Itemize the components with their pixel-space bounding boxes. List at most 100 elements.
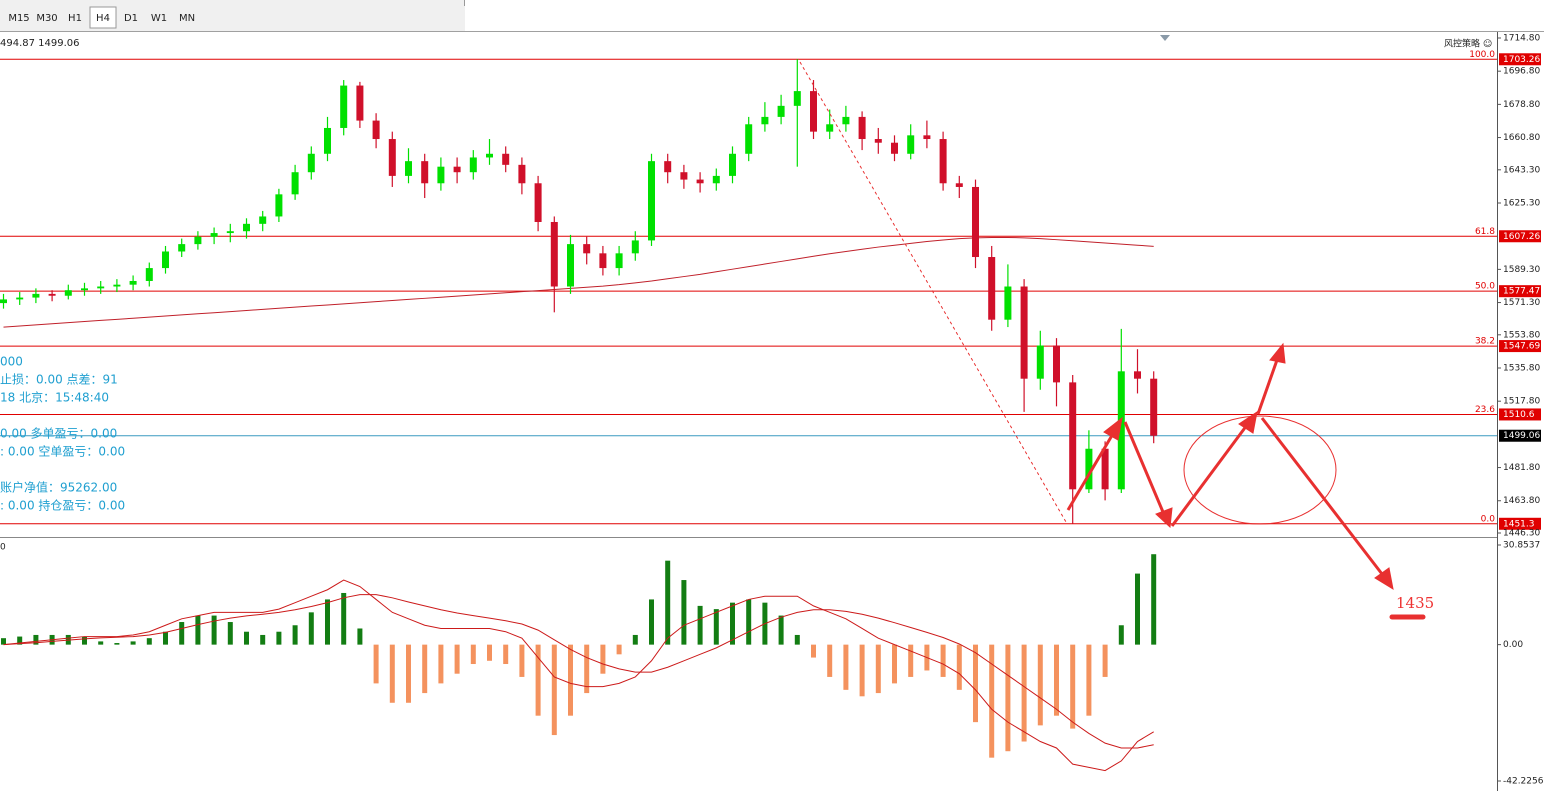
histogram-bar bbox=[827, 644, 833, 677]
candle-body bbox=[1069, 382, 1077, 490]
level-box bbox=[1499, 285, 1541, 298]
candle-body bbox=[32, 293, 40, 298]
histogram-bar bbox=[535, 644, 541, 716]
histogram-bar bbox=[260, 634, 266, 645]
timeframe-label[interactable]: M30 bbox=[36, 13, 57, 24]
histogram-bar bbox=[1086, 644, 1092, 716]
histogram-bar bbox=[422, 644, 428, 694]
histogram-bar bbox=[341, 592, 347, 645]
y-tick-label: 1625.30 bbox=[1503, 199, 1540, 209]
level-ratio: 23.6 bbox=[1475, 405, 1495, 415]
level-ratio: 50.0 bbox=[1475, 282, 1495, 292]
histogram-bar bbox=[82, 636, 87, 645]
info-line: 0.00 多单盈亏：0.00 bbox=[0, 427, 117, 441]
arrow-head bbox=[1155, 507, 1173, 529]
level-box bbox=[1499, 517, 1541, 530]
target-label: 1435 bbox=[1396, 594, 1434, 612]
arrow-head bbox=[1103, 416, 1123, 441]
level-ratio: 38.2 bbox=[1475, 337, 1495, 347]
quote: 494.87 1499.06 bbox=[0, 38, 80, 49]
candle-body bbox=[453, 166, 461, 173]
y-tick-label: 30.8537 bbox=[1503, 541, 1540, 551]
histogram-bar bbox=[649, 599, 654, 645]
histogram-bar bbox=[551, 644, 557, 736]
histogram-bar bbox=[1037, 644, 1043, 726]
candle-body bbox=[631, 240, 639, 254]
shift-marker bbox=[1160, 35, 1170, 41]
candle-body bbox=[405, 161, 412, 176]
timeframe-button[interactable] bbox=[89, 6, 117, 29]
histogram-bar bbox=[503, 644, 509, 665]
timeframe-label[interactable]: W1 bbox=[151, 13, 167, 24]
histogram-bar bbox=[616, 644, 622, 655]
candle-body bbox=[1150, 378, 1158, 436]
histogram-bar bbox=[584, 644, 590, 694]
histogram-bar bbox=[956, 644, 962, 690]
candle-body bbox=[259, 216, 267, 224]
candle-body bbox=[178, 244, 186, 252]
histogram-bar bbox=[908, 644, 914, 677]
price-panel: 1714.80 1696.80 1678.80 1660.80 1643.30 1625.… bbox=[0, 34, 1540, 539]
y-tick-label: 1481.80 bbox=[1503, 463, 1540, 473]
candle-body bbox=[712, 175, 720, 184]
arrow bbox=[1256, 359, 1279, 415]
candle-body bbox=[664, 161, 672, 173]
candle-body bbox=[194, 236, 202, 245]
candle-body bbox=[777, 105, 785, 117]
candle-body bbox=[1085, 448, 1093, 490]
candle-body bbox=[372, 120, 380, 140]
level-ratio: 0.0 bbox=[1481, 514, 1496, 524]
histogram-bar bbox=[973, 644, 978, 723]
histogram-bar bbox=[1151, 554, 1157, 645]
timeframe-label[interactable]: MN bbox=[179, 13, 195, 24]
candle-body bbox=[988, 257, 996, 320]
candle-body bbox=[340, 85, 348, 128]
candle-body bbox=[291, 172, 299, 195]
candle-body bbox=[275, 194, 283, 217]
y-tick-label: 1517.80 bbox=[1503, 397, 1540, 407]
timeframe-label[interactable]: M15 bbox=[8, 13, 29, 24]
candle-body bbox=[793, 91, 801, 106]
histogram-bar bbox=[292, 625, 298, 645]
timeframe-label[interactable]: H4 bbox=[96, 13, 110, 24]
histogram-bar bbox=[681, 580, 687, 645]
y-tick-label: 1589.30 bbox=[1503, 265, 1540, 275]
timeframe-label[interactable]: D1 bbox=[124, 13, 138, 24]
candle-body bbox=[64, 290, 72, 296]
macd-line bbox=[3, 579, 1154, 772]
histogram-bar bbox=[1102, 644, 1108, 677]
histogram-bar bbox=[227, 622, 233, 645]
histogram-bar bbox=[1070, 644, 1076, 729]
candle-body bbox=[939, 139, 947, 184]
y-tick-label: 0.00 bbox=[1503, 640, 1523, 650]
macd-panel: 30.8537 0.00 -42.2256 bbox=[1, 541, 1544, 787]
histogram-bar bbox=[406, 644, 411, 703]
candle-body bbox=[16, 297, 24, 300]
candle-body bbox=[874, 139, 882, 143]
candle-body bbox=[145, 268, 153, 281]
arrow bbox=[1170, 424, 1249, 527]
candle-body bbox=[858, 116, 866, 140]
candle-body bbox=[955, 183, 963, 187]
histogram-bar bbox=[600, 644, 606, 674]
info-panel: 000 止损：0.00 点差：91 18 北京：15:48:40 0.00 多单盈亏：… bbox=[0, 355, 125, 513]
histogram-bar bbox=[357, 628, 363, 645]
histogram-bar bbox=[325, 599, 330, 645]
y-tick-label: 1535.80 bbox=[1503, 364, 1540, 374]
timeframe-label[interactable]: H1 bbox=[68, 13, 82, 24]
candle-body bbox=[0, 299, 7, 304]
y-tick-label: -42.2256 bbox=[1503, 777, 1544, 787]
histogram-bar bbox=[697, 605, 703, 645]
y-tick-label: 1571.30 bbox=[1503, 298, 1540, 308]
candle-body bbox=[842, 116, 850, 125]
arrow bbox=[1260, 417, 1384, 575]
candle-body bbox=[469, 157, 477, 173]
candle-body bbox=[1004, 286, 1012, 320]
toolbar bbox=[0, 0, 465, 31]
candle-body bbox=[534, 183, 542, 222]
candle-body bbox=[826, 124, 834, 132]
histogram-bar bbox=[146, 638, 152, 645]
ellipse bbox=[1183, 415, 1337, 525]
level-box bbox=[1499, 340, 1541, 353]
